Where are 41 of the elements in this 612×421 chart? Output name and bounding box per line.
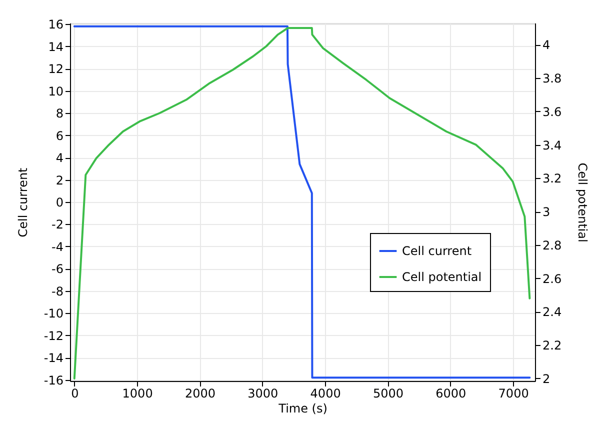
y-tick-label: -12: [44, 328, 64, 343]
x-axis-title: Time (s): [278, 402, 328, 416]
y-tick-label: 8: [56, 106, 64, 121]
y-tick-label: -8: [52, 284, 64, 298]
y-tick-label: -4: [52, 240, 64, 254]
x-tick-label: 0: [71, 386, 79, 400]
y-tick-label: -2: [52, 218, 64, 232]
y2-tick-label: 2.6: [542, 272, 562, 286]
legend-label: Cell potential: [402, 270, 482, 284]
y2-tick-label: 2.4: [542, 305, 562, 320]
y-tick-label: 12: [48, 62, 64, 76]
y-tick-label: -10: [44, 306, 64, 321]
y2-tick-label: 3.2: [542, 172, 562, 186]
x-tick-label: 7000: [498, 386, 529, 400]
y-axis-title: Cell current: [16, 167, 30, 238]
x-tick-label: 5000: [372, 386, 404, 400]
y-tick-label: 2: [56, 173, 64, 188]
y-tick-label: 0: [56, 196, 64, 210]
x-tick-label: 2000: [184, 386, 216, 400]
y2-tick-label: 3.6: [542, 104, 562, 119]
y-tick-label: 4: [56, 151, 64, 166]
y2-tick-label: 4: [542, 38, 550, 52]
x-tick-label: 3000: [248, 386, 278, 400]
x-tick-label: 4000: [310, 386, 341, 400]
x-tick-label: 1000: [122, 386, 153, 400]
y-tick-label: 10: [48, 84, 64, 98]
y-tick-label: -6: [52, 262, 64, 276]
y2-tick-label: 2: [542, 372, 550, 386]
x-tick-label: 6000: [436, 386, 466, 400]
y2-tick-label: 3: [542, 205, 550, 220]
legend-label: Cell current: [402, 244, 472, 258]
y2-tick-label: 2.2: [542, 338, 562, 353]
y-tick-label: -16: [44, 373, 64, 388]
y-tick-label: 14: [48, 40, 64, 54]
y2-axis-title: Cell potential: [576, 162, 590, 242]
y2-tick-label: 3.8: [542, 72, 562, 86]
y2-tick-label: 2.8: [542, 238, 562, 252]
y2-tick-label: 3.4: [542, 138, 562, 152]
y-tick-label: -14: [44, 351, 64, 366]
y-tick-label: 16: [48, 18, 64, 32]
y-tick-label: 6: [56, 128, 64, 143]
